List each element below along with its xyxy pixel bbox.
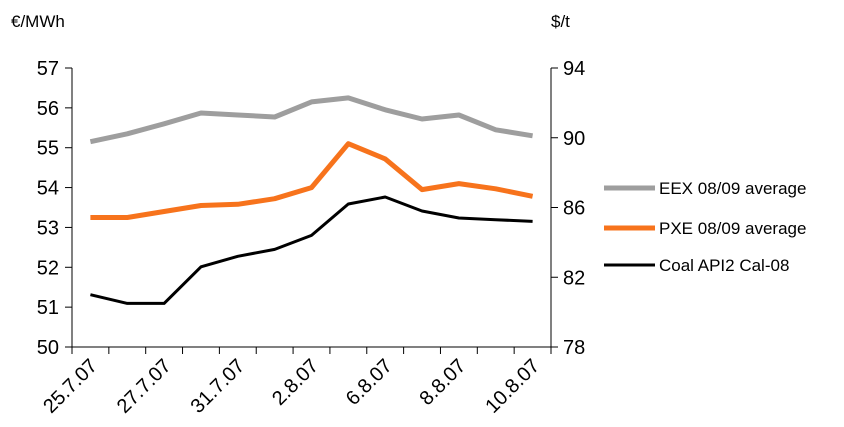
right-axis-unit: $/t bbox=[551, 12, 570, 31]
x-tick-label: 6.8.07 bbox=[342, 355, 397, 410]
left-tick-label: 54 bbox=[37, 178, 59, 200]
left-tick-label: 57 bbox=[37, 58, 59, 80]
left-tick-label: 52 bbox=[37, 257, 59, 279]
right-tick-label: 94 bbox=[563, 58, 585, 80]
right-tick-label: 78 bbox=[563, 337, 585, 359]
legend-entry-label: EEX 08/09 average bbox=[659, 179, 806, 198]
series-line bbox=[90, 141, 534, 220]
x-tick-label: 25.7.07 bbox=[39, 355, 102, 418]
series-line bbox=[89, 95, 534, 145]
x-tick-label: 2.8.07 bbox=[268, 355, 323, 410]
right-tick-label: 86 bbox=[563, 198, 585, 220]
x-tick-label: 10.8.07 bbox=[481, 355, 544, 418]
left-axis-unit: €/MWh bbox=[11, 12, 65, 31]
right-tick-label: 82 bbox=[563, 267, 585, 289]
right-tick-label: 90 bbox=[563, 128, 585, 150]
left-tick-label: 51 bbox=[37, 297, 59, 319]
x-tick-label: 31.7.07 bbox=[187, 355, 250, 418]
left-tick-label: 53 bbox=[37, 217, 59, 239]
x-tick-label: 27.7.07 bbox=[113, 355, 176, 418]
left-tick-label: 50 bbox=[37, 337, 59, 359]
legend-entry-label: Coal API2 Cal-08 bbox=[659, 256, 789, 275]
left-tick-label: 56 bbox=[37, 98, 59, 120]
series-lines bbox=[89, 95, 534, 305]
axes: 50 51 52 53 54 55 56 57 78 82 86 90 94 25.7.07 27.7.07… bbox=[37, 58, 586, 418]
left-tick-label: 55 bbox=[37, 138, 59, 160]
series-line bbox=[90, 195, 533, 305]
x-tick-label: 8.8.07 bbox=[416, 355, 471, 410]
legend: EEX 08/09 average PXE 08/09 average Coal A… bbox=[604, 179, 806, 275]
legend-entry-label: PXE 08/09 average bbox=[659, 219, 806, 238]
